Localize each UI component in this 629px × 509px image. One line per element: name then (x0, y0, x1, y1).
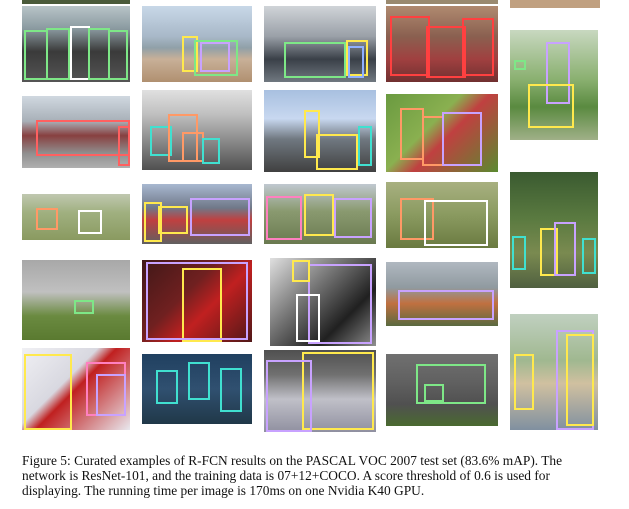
detection-box (462, 18, 494, 76)
photo-dogs-grass (386, 182, 498, 248)
detection-box (190, 198, 250, 236)
photo-woman-dog (510, 30, 598, 140)
detection-box (540, 228, 558, 276)
photo-beach-motorbike (142, 6, 252, 82)
detection-box (74, 300, 94, 314)
detection-box (424, 200, 488, 246)
detection-box (304, 194, 334, 236)
detection-box (442, 112, 482, 166)
detection-box (346, 40, 368, 76)
detection-box (78, 210, 102, 234)
photo-red-bus (22, 96, 130, 168)
detection-box (528, 84, 574, 128)
detection-box (566, 334, 594, 426)
detection-box (512, 236, 526, 270)
photo-potted-plants (142, 90, 252, 170)
detection-box (88, 28, 110, 80)
detection-box (158, 206, 188, 234)
photo-horse-riders (264, 184, 376, 244)
photo-cars-road (386, 354, 498, 426)
detection-box (24, 30, 48, 80)
detection-box (284, 42, 346, 78)
caption-line-1: Figure 5: Curated examples of R-FCN resu… (22, 453, 563, 468)
figure-5-image-grid (22, 0, 600, 432)
detection-box (400, 198, 434, 240)
detection-box (514, 60, 526, 70)
detection-box (582, 238, 596, 274)
detection-box (96, 374, 126, 416)
figure-caption: Figure 5: Curated examples of R-FCN resu… (22, 453, 612, 498)
photo-red-chairs (386, 6, 498, 82)
photo-parking-car (264, 6, 376, 82)
detection-box (348, 46, 364, 78)
detection-box (266, 196, 302, 240)
detection-box (36, 120, 130, 156)
photo-cropped-top-1 (22, 0, 130, 4)
detection-box (200, 42, 230, 72)
detection-box (554, 222, 576, 276)
detection-box (46, 28, 70, 80)
photo-bicycle-bw (270, 258, 376, 346)
detection-box (220, 368, 242, 412)
detection-box (296, 294, 320, 342)
caption-line-2: network is ResNet-101, and the training … (22, 468, 550, 483)
detection-box (70, 26, 90, 80)
photo-people-pole (510, 314, 598, 430)
detection-box (390, 16, 430, 76)
detection-box (108, 30, 128, 80)
detection-box (118, 126, 130, 166)
photo-cropped-top-2 (386, 0, 498, 4)
photo-boy-sweater (264, 350, 376, 432)
detection-box (358, 126, 372, 166)
photo-train-sunset (386, 262, 498, 326)
detection-box (156, 370, 178, 404)
photo-kayak (386, 94, 498, 172)
detection-box (546, 42, 570, 104)
detection-box (422, 116, 444, 166)
detection-box (514, 354, 534, 410)
photo-people-harbor (264, 90, 376, 172)
detection-box (292, 260, 310, 282)
detection-box (398, 290, 494, 320)
detection-box (188, 362, 210, 400)
photo-sheep-field (22, 194, 130, 240)
photo-boy-snow-dog (22, 348, 130, 430)
photo-motorbikes-parade (22, 6, 130, 82)
detection-box (400, 108, 424, 160)
photo-boat-field (22, 260, 130, 340)
detection-box (308, 264, 372, 344)
photo-cropped-top-3 (510, 0, 600, 8)
detection-box (24, 354, 72, 430)
detection-box (302, 352, 374, 430)
photo-girl-chair (142, 260, 252, 342)
detection-box (266, 360, 312, 432)
detection-box (182, 36, 198, 72)
detection-box (202, 138, 220, 164)
photo-bottles (142, 354, 252, 424)
photo-people-forest (510, 172, 598, 288)
detection-box (194, 40, 238, 76)
detection-box (426, 26, 466, 78)
photo-trains (142, 184, 252, 244)
caption-line-3: displaying. The running time per image i… (22, 483, 425, 498)
detection-box (150, 126, 172, 156)
detection-box (424, 384, 444, 402)
detection-box (182, 132, 204, 162)
detection-box (146, 262, 248, 340)
detection-box (316, 134, 358, 170)
detection-box (182, 268, 222, 342)
detection-box (334, 198, 372, 238)
detection-box (144, 202, 162, 242)
detection-box (36, 208, 58, 230)
detection-box (416, 364, 486, 404)
